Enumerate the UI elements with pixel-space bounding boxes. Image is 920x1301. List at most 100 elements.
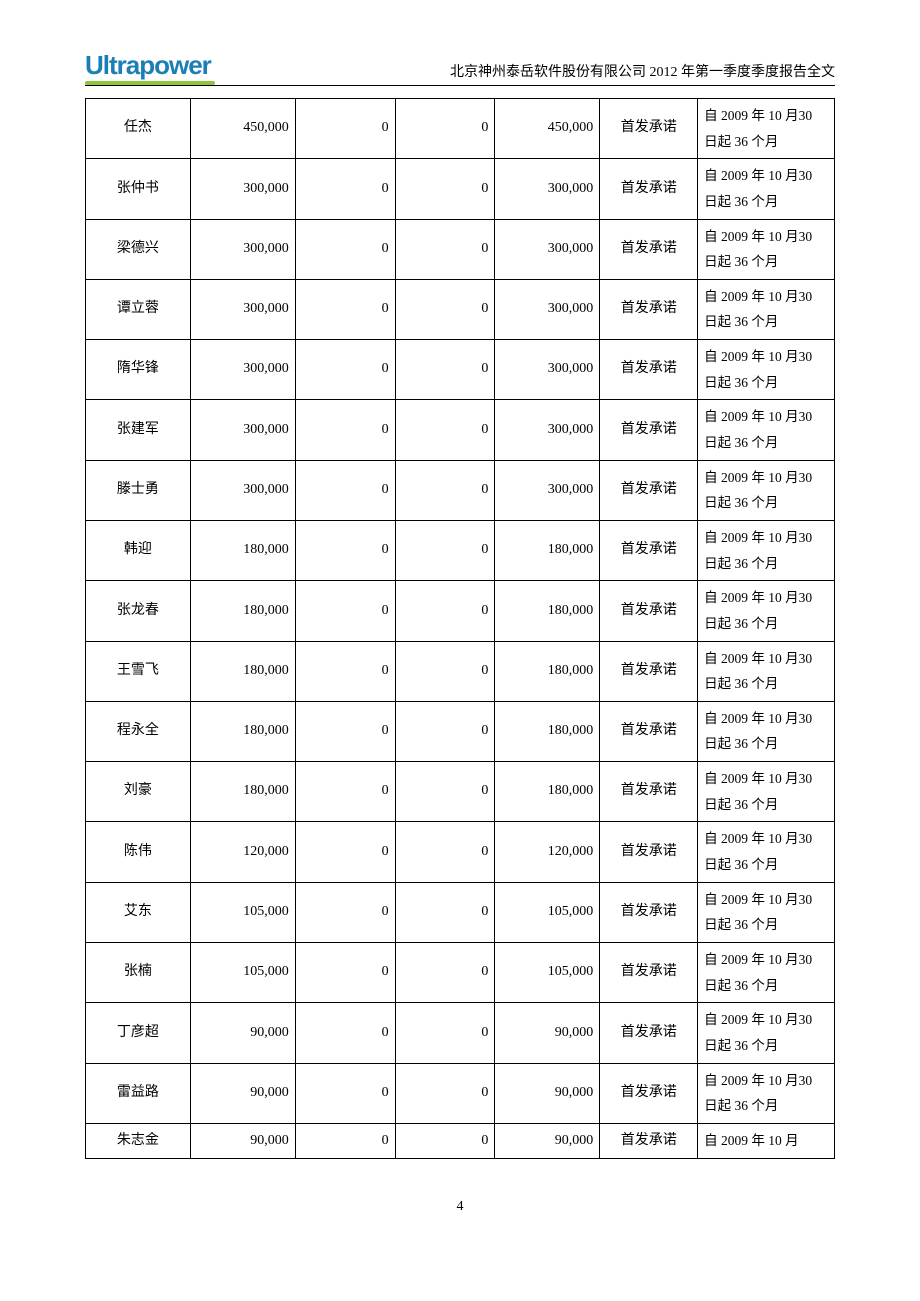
cell-note: 自 2009 年 10 月30 日起 36 个月 bbox=[698, 159, 835, 219]
cell-change-1: 0 bbox=[295, 460, 395, 520]
cell-shares-before: 180,000 bbox=[190, 581, 295, 641]
cell-shares-before: 450,000 bbox=[190, 99, 295, 159]
table-row: 程永全180,00000180,000首发承诺自 2009 年 10 月30 日… bbox=[86, 701, 835, 761]
cell-name: 梁德兴 bbox=[86, 219, 191, 279]
cell-name: 刘豪 bbox=[86, 762, 191, 822]
cell-shares-before: 300,000 bbox=[190, 460, 295, 520]
document-title: 北京神州泰岳软件股份有限公司 2012 年第一季度季度报告全文 bbox=[450, 61, 835, 81]
cell-commitment-type: 首发承诺 bbox=[600, 219, 698, 279]
cell-commitment-type: 首发承诺 bbox=[600, 99, 698, 159]
cell-change-2: 0 bbox=[395, 279, 495, 339]
cell-name: 张建军 bbox=[86, 400, 191, 460]
table-row: 梁德兴300,00000300,000首发承诺自 2009 年 10 月30 日… bbox=[86, 219, 835, 279]
table-row: 张楠105,00000105,000首发承诺自 2009 年 10 月30 日起… bbox=[86, 942, 835, 1002]
cell-shares-before: 180,000 bbox=[190, 641, 295, 701]
cell-change-2: 0 bbox=[395, 1063, 495, 1123]
cell-shares-after: 105,000 bbox=[495, 882, 600, 942]
cell-shares-after: 90,000 bbox=[495, 1123, 600, 1159]
cell-shares-after: 300,000 bbox=[495, 460, 600, 520]
cell-name: 陈伟 bbox=[86, 822, 191, 882]
cell-commitment-type: 首发承诺 bbox=[600, 762, 698, 822]
cell-note: 自 2009 年 10 月30 日起 36 个月 bbox=[698, 581, 835, 641]
cell-change-2: 0 bbox=[395, 1003, 495, 1063]
cell-commitment-type: 首发承诺 bbox=[600, 641, 698, 701]
cell-commitment-type: 首发承诺 bbox=[600, 882, 698, 942]
cell-shares-before: 90,000 bbox=[190, 1003, 295, 1063]
cell-change-2: 0 bbox=[395, 99, 495, 159]
cell-shares-after: 90,000 bbox=[495, 1063, 600, 1123]
document-page: Ultrapower 北京神州泰岳软件股份有限公司 2012 年第一季度季度报告… bbox=[0, 0, 920, 1301]
cell-note: 自 2009 年 10 月30 日起 36 个月 bbox=[698, 520, 835, 580]
cell-name: 王雪飞 bbox=[86, 641, 191, 701]
table-row: 艾东105,00000105,000首发承诺自 2009 年 10 月30 日起… bbox=[86, 882, 835, 942]
cell-commitment-type: 首发承诺 bbox=[600, 400, 698, 460]
cell-note: 自 2009 年 10 月 bbox=[698, 1123, 835, 1159]
cell-shares-before: 180,000 bbox=[190, 701, 295, 761]
cell-commitment-type: 首发承诺 bbox=[600, 942, 698, 1002]
cell-change-2: 0 bbox=[395, 762, 495, 822]
cell-shares-before: 120,000 bbox=[190, 822, 295, 882]
cell-name: 丁彦超 bbox=[86, 1003, 191, 1063]
cell-name: 谭立蓉 bbox=[86, 279, 191, 339]
cell-commitment-type: 首发承诺 bbox=[600, 340, 698, 400]
cell-change-2: 0 bbox=[395, 641, 495, 701]
cell-change-1: 0 bbox=[295, 340, 395, 400]
table-body: 任杰450,00000450,000首发承诺自 2009 年 10 月30 日起… bbox=[86, 99, 835, 1159]
cell-change-2: 0 bbox=[395, 942, 495, 1002]
cell-name: 张楠 bbox=[86, 942, 191, 1002]
cell-note: 自 2009 年 10 月30 日起 36 个月 bbox=[698, 882, 835, 942]
cell-change-2: 0 bbox=[395, 520, 495, 580]
cell-commitment-type: 首发承诺 bbox=[600, 520, 698, 580]
table-row: 陈伟120,00000120,000首发承诺自 2009 年 10 月30 日起… bbox=[86, 822, 835, 882]
cell-change-2: 0 bbox=[395, 219, 495, 279]
table-row: 张龙春180,00000180,000首发承诺自 2009 年 10 月30 日… bbox=[86, 581, 835, 641]
cell-change-1: 0 bbox=[295, 400, 395, 460]
cell-change-1: 0 bbox=[295, 882, 395, 942]
cell-commitment-type: 首发承诺 bbox=[600, 1123, 698, 1159]
cell-change-2: 0 bbox=[395, 882, 495, 942]
cell-change-2: 0 bbox=[395, 581, 495, 641]
table-row: 滕士勇300,00000300,000首发承诺自 2009 年 10 月30 日… bbox=[86, 460, 835, 520]
cell-change-1: 0 bbox=[295, 822, 395, 882]
cell-change-2: 0 bbox=[395, 400, 495, 460]
cell-note: 自 2009 年 10 月30 日起 36 个月 bbox=[698, 340, 835, 400]
cell-name: 朱志金 bbox=[86, 1123, 191, 1159]
cell-commitment-type: 首发承诺 bbox=[600, 1003, 698, 1063]
cell-change-1: 0 bbox=[295, 279, 395, 339]
cell-shares-after: 105,000 bbox=[495, 942, 600, 1002]
table-row: 张仲书300,00000300,000首发承诺自 2009 年 10 月30 日… bbox=[86, 159, 835, 219]
cell-change-1: 0 bbox=[295, 641, 395, 701]
cell-name: 滕士勇 bbox=[86, 460, 191, 520]
cell-name: 任杰 bbox=[86, 99, 191, 159]
cell-shares-before: 90,000 bbox=[190, 1063, 295, 1123]
cell-note: 自 2009 年 10 月30 日起 36 个月 bbox=[698, 219, 835, 279]
cell-change-1: 0 bbox=[295, 1063, 395, 1123]
cell-shares-before: 300,000 bbox=[190, 400, 295, 460]
table-row: 刘豪180,00000180,000首发承诺自 2009 年 10 月30 日起… bbox=[86, 762, 835, 822]
page-number: 4 bbox=[85, 1199, 835, 1215]
cell-shares-before: 300,000 bbox=[190, 159, 295, 219]
cell-shares-after: 300,000 bbox=[495, 279, 600, 339]
cell-change-2: 0 bbox=[395, 159, 495, 219]
cell-commitment-type: 首发承诺 bbox=[600, 279, 698, 339]
cell-commitment-type: 首发承诺 bbox=[600, 701, 698, 761]
cell-note: 自 2009 年 10 月30 日起 36 个月 bbox=[698, 822, 835, 882]
cell-change-2: 0 bbox=[395, 340, 495, 400]
cell-shares-before: 105,000 bbox=[190, 942, 295, 1002]
cell-shares-after: 300,000 bbox=[495, 219, 600, 279]
cell-shares-after: 120,000 bbox=[495, 822, 600, 882]
cell-note: 自 2009 年 10 月30 日起 36 个月 bbox=[698, 99, 835, 159]
cell-shares-before: 180,000 bbox=[190, 520, 295, 580]
cell-name: 程永全 bbox=[86, 701, 191, 761]
cell-shares-before: 300,000 bbox=[190, 340, 295, 400]
cell-note: 自 2009 年 10 月30 日起 36 个月 bbox=[698, 701, 835, 761]
cell-change-2: 0 bbox=[395, 822, 495, 882]
cell-shares-after: 180,000 bbox=[495, 762, 600, 822]
cell-change-2: 0 bbox=[395, 701, 495, 761]
cell-shares-before: 300,000 bbox=[190, 279, 295, 339]
cell-name: 张仲书 bbox=[86, 159, 191, 219]
cell-change-2: 0 bbox=[395, 460, 495, 520]
cell-shares-after: 90,000 bbox=[495, 1003, 600, 1063]
shareholder-table: 任杰450,00000450,000首发承诺自 2009 年 10 月30 日起… bbox=[85, 98, 835, 1159]
cell-note: 自 2009 年 10 月30 日起 36 个月 bbox=[698, 641, 835, 701]
